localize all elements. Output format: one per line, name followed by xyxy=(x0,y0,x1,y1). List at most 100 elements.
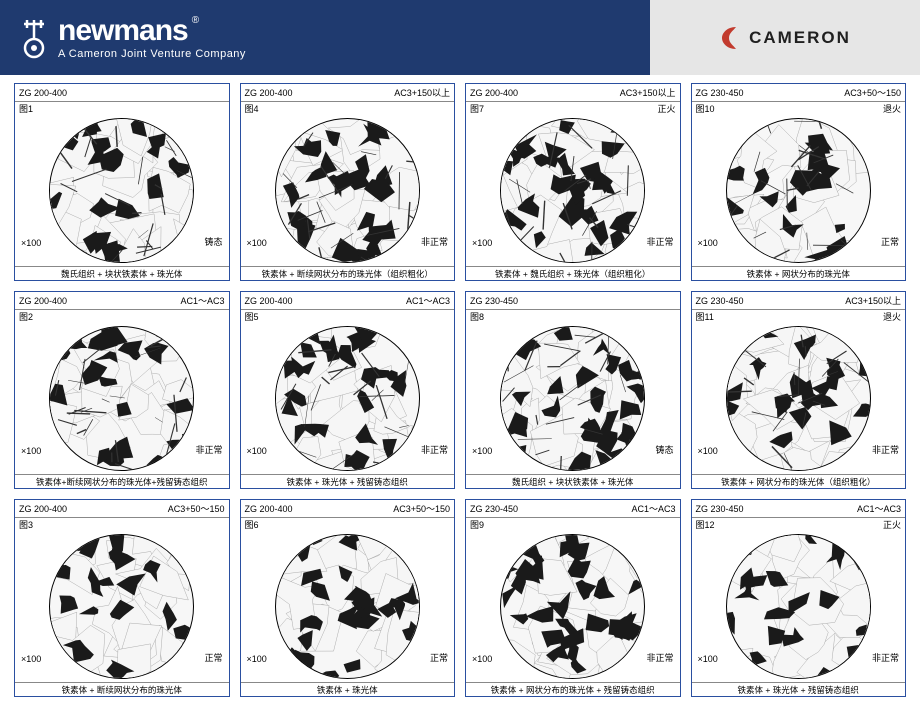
micrograph-cell: ZG 200-400 AC1～AC3 图5 ×100 非正常铁素体 + 珠光体 +… xyxy=(240,291,456,489)
temp-label: AC3+150以上 xyxy=(845,294,901,307)
micrograph-image xyxy=(726,326,871,471)
spec-label: ZG 200-400 xyxy=(19,504,67,514)
cell-subheader: 图12 正火 xyxy=(692,518,906,531)
temp-label: AC1～AC3 xyxy=(631,502,675,515)
micrograph-cell: ZG 200-400 图1 ×100铸态魏氏组织 + 块状铁素体 + 珠光体 xyxy=(14,83,230,281)
status-label: 非正常 xyxy=(193,443,224,456)
figure-number: 图8 xyxy=(470,310,484,323)
caption-label: 铁素体 + 网状分布的珠光体 xyxy=(692,266,906,280)
spec-label: ZG 200-400 xyxy=(245,88,293,98)
status-label: 正常 xyxy=(428,651,450,664)
magnification-label: ×100 xyxy=(696,654,720,664)
header-bar: newmans® A Cameron Joint Venture Company… xyxy=(0,0,920,75)
spec-label: ZG 200-400 xyxy=(19,296,67,306)
caption-label: 铁素体 + 魏氏组织 + 珠光体（组织粗化） xyxy=(466,266,680,280)
temp-label: AC1～AC3 xyxy=(857,502,901,515)
cell-subheader: 图5 xyxy=(241,310,455,323)
magnification-label: ×100 xyxy=(696,238,720,248)
micrograph-cell: ZG 230-450 图8 ×100 铸态魏氏组织 + 块状铁素体 + 珠光体 xyxy=(465,291,681,489)
status-label: 非正常 xyxy=(870,651,901,664)
magnification-label: ×100 xyxy=(19,446,43,456)
micrograph-image xyxy=(500,326,645,471)
caption-label: 铁素体 + 珠光体 xyxy=(241,682,455,696)
spec-label: ZG 200-400 xyxy=(19,88,67,98)
spec-label: ZG 200-400 xyxy=(245,296,293,306)
micrograph-image xyxy=(275,118,420,263)
magnification-label: ×100 xyxy=(470,238,494,248)
magnification-label: ×100 xyxy=(470,446,494,456)
cell-body: ×100正常 xyxy=(15,531,229,682)
figure-number: 图11 xyxy=(696,310,714,323)
micrograph-cell: ZG 200-400 AC3+50～150 图6 ×100正常铁素体 + 珠光体 xyxy=(240,499,456,697)
status-label: 非正常 xyxy=(419,443,450,456)
cell-subheader: 图2 xyxy=(15,310,229,323)
temp-label: AC1～AC3 xyxy=(180,294,224,307)
cell-header: ZG 200-400 AC3+150以上 xyxy=(241,84,455,102)
cell-subheader: 图8 xyxy=(466,310,680,323)
figure-number: 图7 xyxy=(470,102,484,115)
magnification-label: ×100 xyxy=(245,238,269,248)
spec-label: ZG 230-450 xyxy=(470,296,518,306)
caption-label: 魏氏组织 + 块状铁素体 + 珠光体 xyxy=(466,474,680,488)
cell-body: ×100 非正常 xyxy=(466,115,680,266)
status-label: 非正常 xyxy=(644,651,675,664)
temp-label: AC1～AC3 xyxy=(406,294,450,307)
micrograph-grid: ZG 200-400 图1 ×100铸态魏氏组织 + 块状铁素体 + 珠光体 Z… xyxy=(0,75,920,705)
micrograph-cell: ZG 230-450 AC1～AC3 图12 正火 ×100 非正常铁素体 + 珠光… xyxy=(691,499,907,697)
micrograph-cell: ZG 200-400 AC3+150以上 图7 正火 ×100 非正常铁素体 + 魏… xyxy=(465,83,681,281)
caption-label: 铁素体 + 断续网状分布的珠光体 xyxy=(15,682,229,696)
status-label: 非正常 xyxy=(419,235,450,248)
spec-label: ZG 230-450 xyxy=(696,88,744,98)
condition-tag: 退火 xyxy=(883,102,901,115)
caption-label: 魏氏组织 + 块状铁素体 + 珠光体 xyxy=(15,266,229,280)
cell-body: ×100 非正常 xyxy=(241,115,455,266)
figure-number: 图10 xyxy=(696,102,715,115)
cell-header: ZG 230-450 AC3+150以上 xyxy=(692,292,906,310)
partner-icon xyxy=(719,25,741,51)
status-label: 正常 xyxy=(202,651,224,664)
figure-number: 图5 xyxy=(245,310,259,323)
caption-label: 铁素体 + 珠光体 + 残留铸态组织 xyxy=(692,682,906,696)
magnification-label: ×100 xyxy=(245,654,269,664)
caption-label: 铁素体 + 珠光体 + 残留铸态组织 xyxy=(241,474,455,488)
figure-number: 图3 xyxy=(19,518,33,531)
brand-icon xyxy=(20,16,48,60)
partner-name: CAMERON xyxy=(749,28,851,48)
caption-label: 铁素体 + 断续网状分布的珠光体（组织粗化） xyxy=(241,266,455,280)
caption-label: 铁素体+断续网状分布的珠光体+残留铸态组织 xyxy=(15,474,229,488)
temp-label: AC3+50～150 xyxy=(393,502,450,515)
cell-header: ZG 200-400 AC1～AC3 xyxy=(241,292,455,310)
spec-label: ZG 230-450 xyxy=(696,296,744,306)
status-label: 铸态 xyxy=(202,235,224,248)
cell-header: ZG 200-400 AC3+150以上 xyxy=(466,84,680,102)
condition-tag: 退火 xyxy=(883,310,901,323)
cell-body: ×100铸态 xyxy=(15,115,229,266)
status-label: 铸态 xyxy=(653,443,675,456)
figure-number: 图1 xyxy=(19,102,33,115)
micrograph-image xyxy=(275,326,420,471)
cell-header: ZG 200-400 AC3+50～150 xyxy=(15,500,229,518)
brand-text: newmans xyxy=(58,14,188,47)
micrograph-image xyxy=(49,326,194,471)
micrograph-image xyxy=(49,534,194,679)
condition-tag: 正火 xyxy=(657,102,675,115)
micrograph-image xyxy=(275,534,420,679)
cell-header: ZG 200-400 xyxy=(15,84,229,102)
status-label: 正常 xyxy=(879,235,901,248)
micrograph-cell: ZG 230-450 AC1～AC3 图9 ×100非正常铁素体 + 网状分布的… xyxy=(465,499,681,697)
cell-header: ZG 230-450 AC3+50～150 xyxy=(692,84,906,102)
micrograph-image xyxy=(726,118,871,263)
temp-label: AC3+50～150 xyxy=(844,86,901,99)
micrograph-cell: ZG 200-400 AC3+50～150 图3 ×100正常铁素体 + 断续网… xyxy=(14,499,230,697)
cell-subheader: 图11 退火 xyxy=(692,310,906,323)
cell-body: ×100 非正常 xyxy=(15,323,229,474)
status-label: 非正常 xyxy=(644,235,675,248)
spec-label: ZG 200-400 xyxy=(245,504,293,514)
cell-body: ×100 非正常 xyxy=(241,323,455,474)
cell-body: ×100 非正常 xyxy=(692,531,906,682)
micrograph-cell: ZG 200-400 AC1～AC3 图2 ×100 非正常铁素体+断续网状分布的… xyxy=(14,291,230,489)
micrograph-image xyxy=(500,118,645,263)
magnification-label: ×100 xyxy=(245,446,269,456)
brand-name: newmans® xyxy=(58,16,246,46)
spec-label: ZG 230-450 xyxy=(696,504,744,514)
